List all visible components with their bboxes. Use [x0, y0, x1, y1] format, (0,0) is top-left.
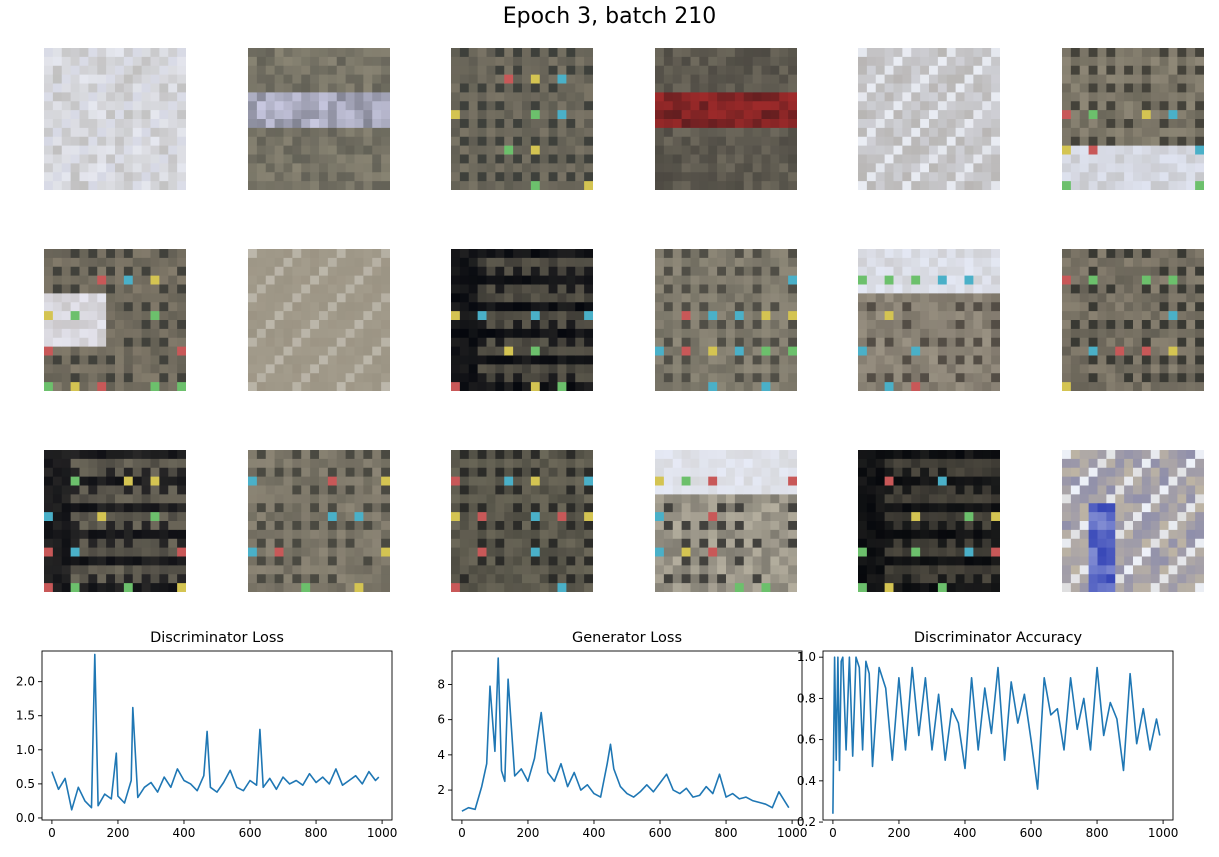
generated-sample-image [44, 450, 186, 592]
x-tick-label: 200 [887, 826, 910, 840]
x-tick-label: 200 [106, 826, 129, 840]
generated-sample-image [655, 48, 797, 190]
series-line [51, 653, 380, 811]
series-line [832, 656, 1161, 814]
y-tick-label: 0.0 [16, 811, 35, 825]
plot-svg: Generator Loss 0 200 400 600 800 1000 2 4 6 8 [437, 630, 808, 840]
y-tick-label: 8 [437, 677, 445, 691]
axes-frame [41, 650, 393, 821]
y-tick-label: 2 [437, 783, 445, 797]
x-tick-label: 400 [954, 826, 977, 840]
generated-sample-image [248, 450, 390, 592]
series-line [461, 657, 790, 812]
plot-title: Generator Loss [572, 630, 682, 646]
generated-sample-image [655, 249, 797, 391]
plot-generator-loss: Generator Loss 0 200 400 600 800 1000 2 4 6 8 [405, 620, 815, 853]
x-tick-label: 600 [239, 826, 262, 840]
generated-sample-image [44, 48, 186, 190]
generated-sample-image [1062, 450, 1204, 592]
generated-sample-image [451, 450, 593, 592]
plot-discriminator-accuracy: Discriminator Accuracy 0 200 400 600 800 1000 0… [797, 620, 1219, 853]
x-tick-label: 400 [173, 826, 196, 840]
axes-frame [451, 650, 803, 821]
plot-svg: Discriminator Loss 0 200 400 600 800 1000 0.0 0.… [16, 630, 398, 840]
generated-sample-image [44, 249, 186, 391]
y-tick-label: 0.2 [797, 815, 816, 829]
y-tick-label: 1.0 [16, 743, 35, 757]
x-tick-label: 1000 [1148, 826, 1179, 840]
y-tick-label: 0.8 [797, 691, 816, 705]
generated-sample-image [1062, 249, 1204, 391]
x-tick-label: 1000 [367, 826, 398, 840]
x-tick-label: 800 [1086, 826, 1109, 840]
generated-sample-image [858, 48, 1000, 190]
y-tick-label: 4 [437, 748, 445, 762]
plot-svg: Discriminator Accuracy 0 200 400 600 800 1000 0… [797, 630, 1179, 840]
x-tick-label: 200 [516, 826, 539, 840]
x-tick-label: 0 [48, 826, 56, 840]
x-tick-label: 0 [458, 826, 466, 840]
axes-frame [822, 650, 1174, 821]
y-tick-label: 2.0 [16, 675, 35, 689]
y-tick-label: 6 [437, 713, 445, 727]
y-tick-label: 1.0 [797, 650, 816, 664]
generated-sample-image [248, 249, 390, 391]
generated-sample-image [1062, 48, 1204, 190]
y-tick-label: 0.5 [16, 777, 35, 791]
y-tick-label: 1.5 [16, 709, 35, 723]
x-tick-label: 800 [715, 826, 738, 840]
x-tick-label: 0 [829, 826, 837, 840]
generated-sample-image [858, 249, 1000, 391]
generated-sample-image [248, 48, 390, 190]
y-tick-label: 0.4 [797, 774, 816, 788]
generated-sample-image [858, 450, 1000, 592]
x-tick-label: 600 [1020, 826, 1043, 840]
plot-title: Discriminator Accuracy [914, 630, 1083, 646]
plot-discriminator-loss: Discriminator Loss 0 200 400 600 800 1000 0.0 0.… [0, 620, 410, 853]
generated-sample-image [451, 249, 593, 391]
x-tick-label: 400 [583, 826, 606, 840]
generated-sample-image [451, 48, 593, 190]
x-tick-label: 1000 [777, 826, 808, 840]
plot-title: Discriminator Loss [150, 630, 284, 646]
figure-title: Epoch 3, batch 210 [502, 4, 717, 29]
x-tick-label: 800 [305, 826, 328, 840]
generated-sample-image [655, 450, 797, 592]
x-tick-label: 600 [649, 826, 672, 840]
y-tick-label: 0.6 [797, 733, 816, 747]
